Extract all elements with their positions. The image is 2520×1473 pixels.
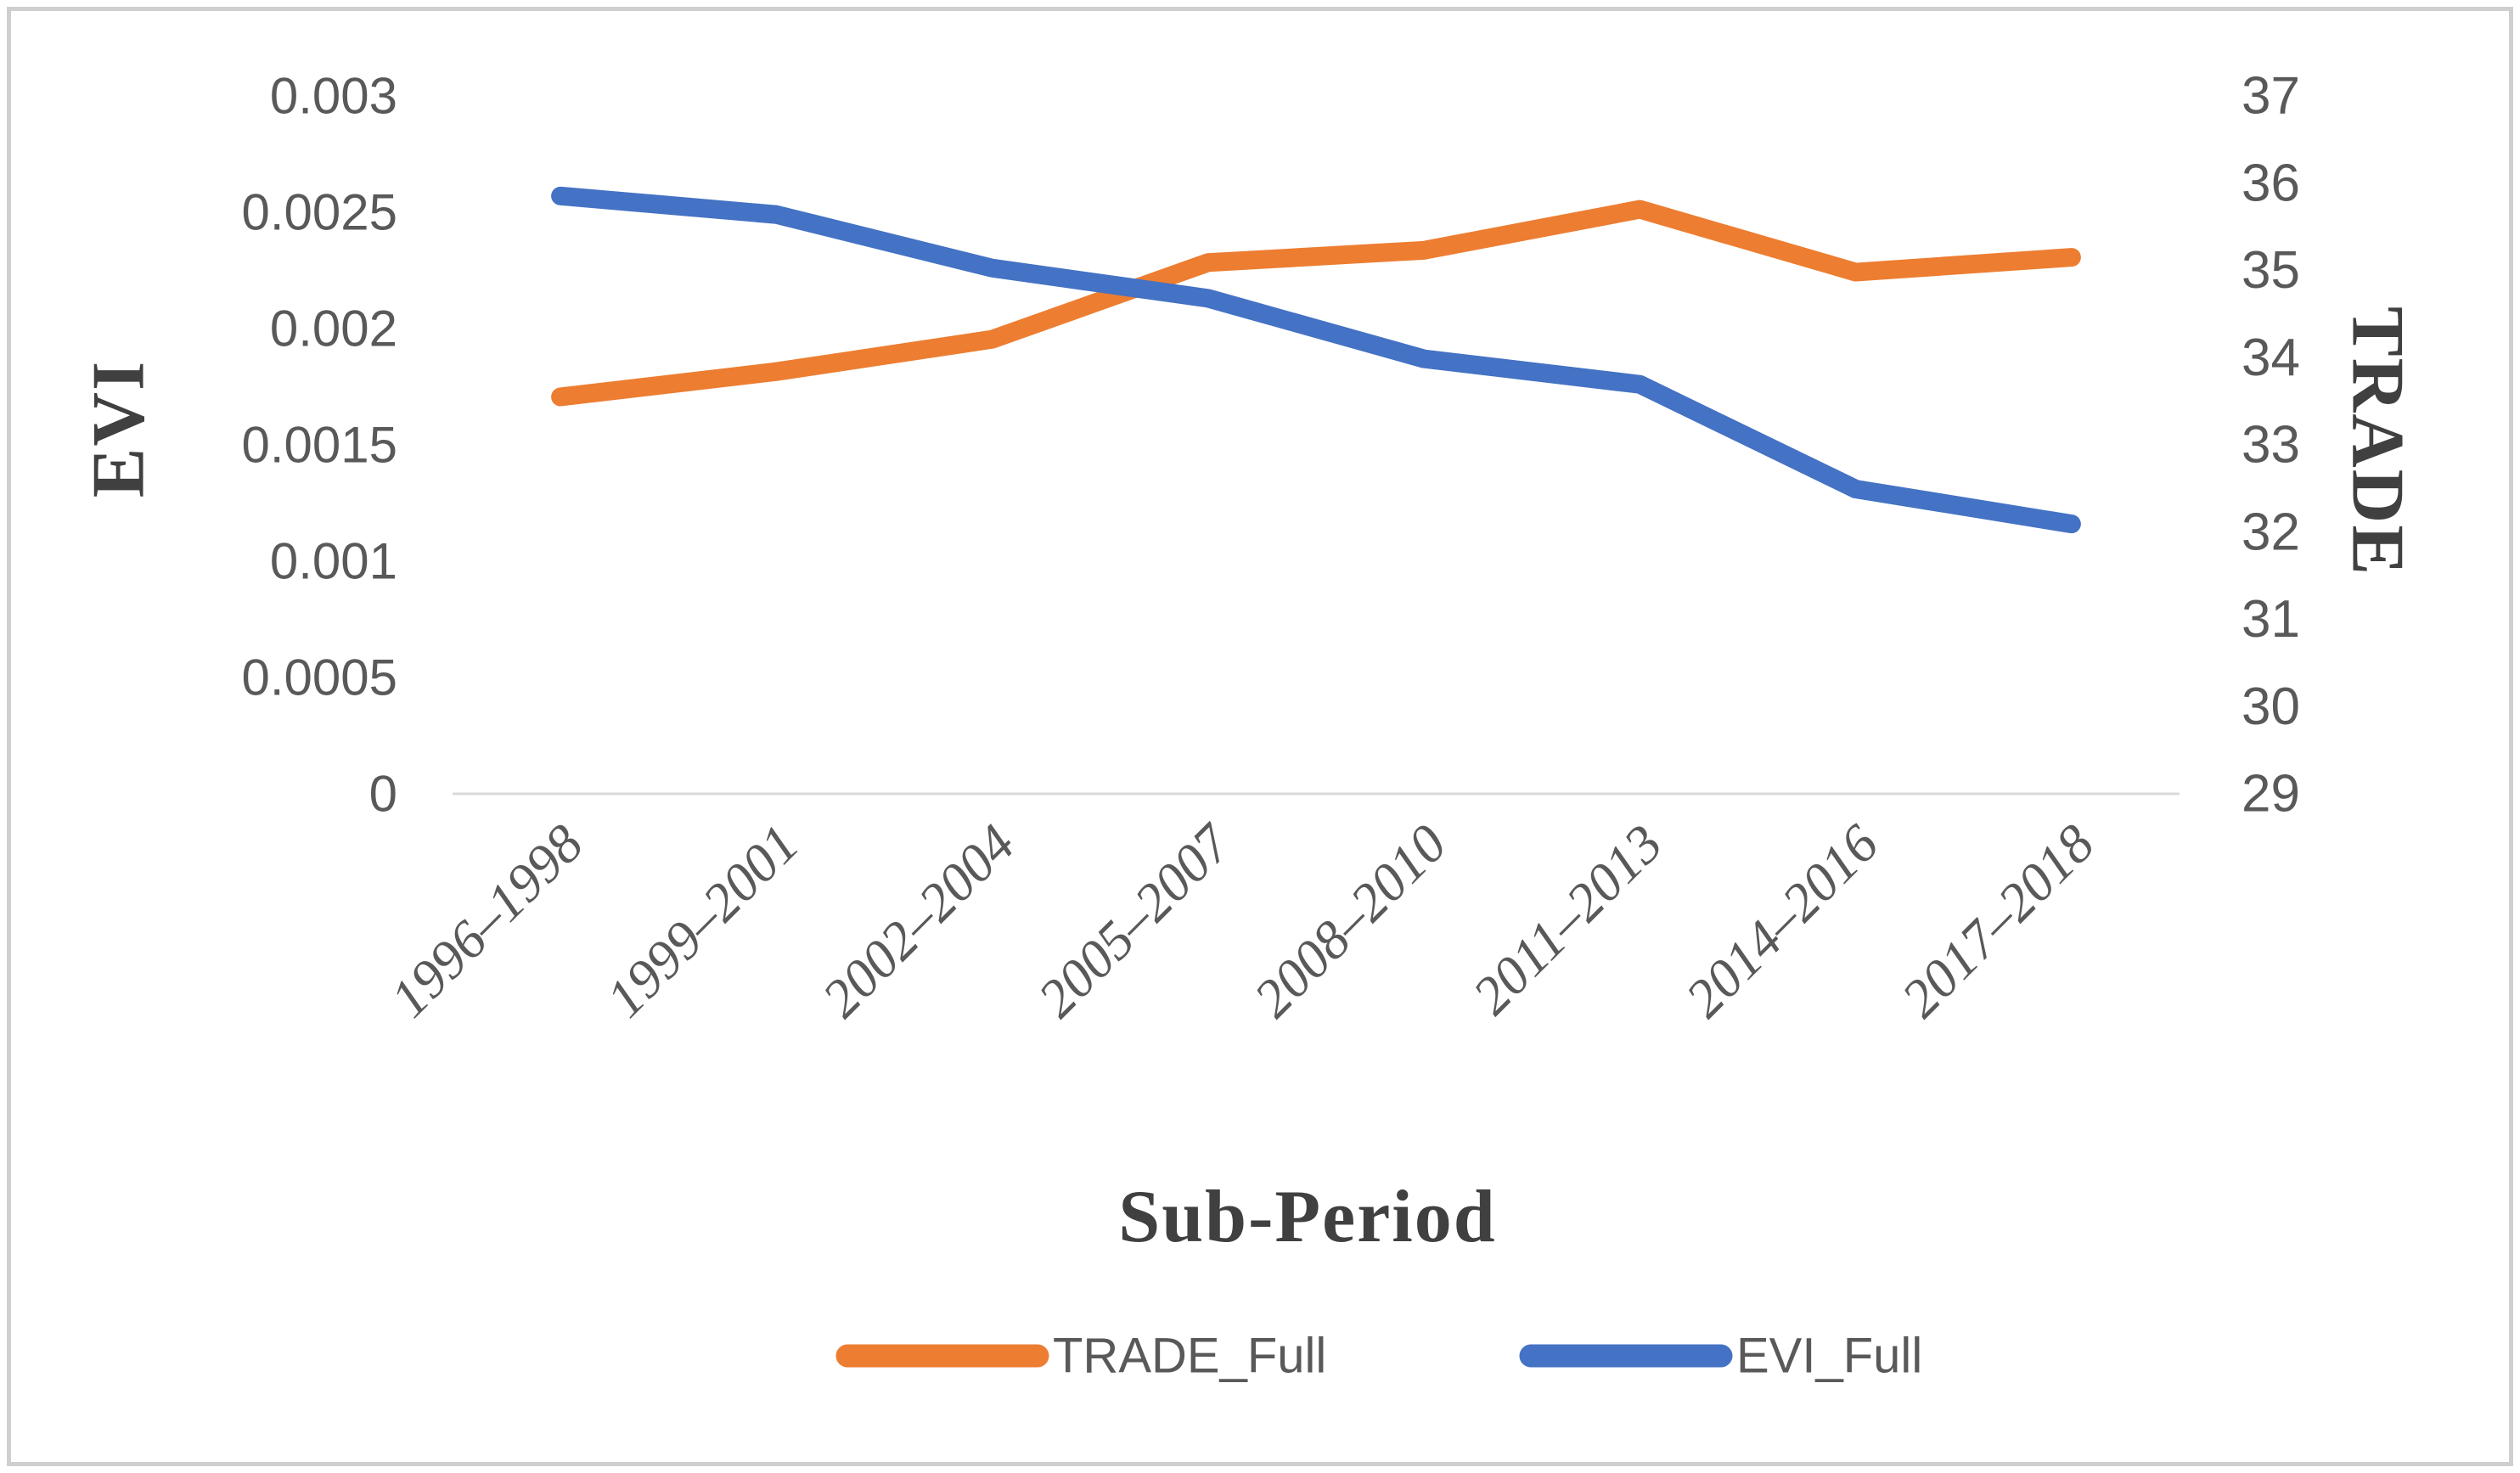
- left-axis-tick-label: 0.0005: [241, 649, 397, 706]
- x-category-label: 2005–2007: [1027, 812, 1244, 1029]
- right-axis-tick-label: 37: [2242, 67, 2300, 126]
- left-axis-title: EVI: [78, 360, 160, 498]
- left-axis-tick-label: 0.0015: [241, 417, 397, 474]
- x-category-label: 1999–2001: [594, 813, 810, 1029]
- right-axis-tick-label: 30: [2242, 677, 2300, 736]
- figure-border: [7, 7, 2513, 1466]
- x-category-label: 1996–1998: [379, 813, 594, 1029]
- x-category-label: 2014–2016: [1674, 813, 1890, 1029]
- right-axis-title: TRADE: [2337, 306, 2419, 576]
- x-category-label: 2002–2004: [811, 813, 1027, 1029]
- left-axis-tick-label: 0.002: [270, 301, 397, 357]
- right-axis-tick-label: 34: [2242, 329, 2300, 387]
- legend-label-trade-full: TRADE_Full: [1053, 1329, 1326, 1384]
- legend-label-evi-full: EVI_Full: [1736, 1329, 1922, 1384]
- plot-area: 0 0.0005 0.001 0.0015 0.002 0.0025 0.003 29 30 31…: [241, 67, 2299, 1029]
- left-axis-tick-label: 0.0025: [241, 184, 397, 241]
- series-line-evi_full: [551, 186, 2081, 534]
- x-category-label: 2008–2010: [1242, 813, 1458, 1029]
- right-axis-tick-label: 29: [2242, 765, 2300, 824]
- left-axis-tick-label: 0.003: [270, 68, 397, 125]
- right-axis-tick-label: 33: [2242, 416, 2300, 475]
- legend: TRADE_Full EVI_Full: [835, 1329, 1922, 1384]
- x-axis-title: Sub-Period: [1118, 1176, 1496, 1258]
- x-category-label: 2017–2018: [1890, 813, 2106, 1029]
- right-axis-tick-label: 35: [2242, 241, 2300, 300]
- right-axis-tick-label: 31: [2242, 590, 2300, 649]
- x-category-label: 2011–2013: [1461, 813, 1673, 1026]
- right-axis-tick-label: 36: [2242, 154, 2300, 212]
- left-axis-tick-label: 0.001: [270, 533, 397, 590]
- left-axis-tick-label: 0: [369, 766, 397, 823]
- right-axis-tick-label: 32: [2242, 503, 2300, 561]
- series-line-trade_full: [551, 200, 2081, 407]
